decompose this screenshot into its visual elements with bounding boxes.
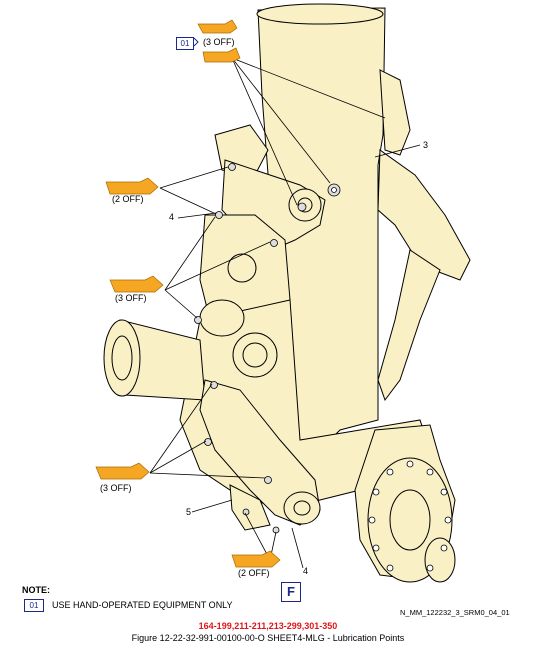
reference-code: N_MM_122232_3_SRM0_04_01 xyxy=(400,608,510,617)
wheel-hub xyxy=(424,537,456,583)
side-web-hole xyxy=(227,253,257,283)
off-2-upper-label: (2 OFF) xyxy=(112,194,144,204)
note-title: NOTE: xyxy=(22,585,50,595)
tag-01-callout: 01 xyxy=(176,37,194,50)
off-3-top-label: (3 OFF) xyxy=(203,37,235,47)
grease-gun-icon-top-b xyxy=(202,47,241,63)
item-4-lower-label: 4 xyxy=(303,566,309,576)
tag-arrow-icon xyxy=(193,37,199,47)
item-4-upper-label: 4 xyxy=(169,212,175,222)
torque-arm-right xyxy=(377,149,471,281)
cylinder-top-rim xyxy=(256,3,384,25)
frame-letter: F xyxy=(281,582,301,602)
off-3-middle-label: (3 OFF) xyxy=(115,293,147,303)
note-text: USE HAND-OPERATED EQUIPMENT ONLY xyxy=(52,600,233,610)
lower-torque-link xyxy=(199,379,321,526)
grease-gun-icon-bottom xyxy=(231,550,281,568)
upper-side-bracket xyxy=(379,69,411,156)
figure-caption: Figure 12-22-32-991-00100-00-O SHEET4-ML… xyxy=(131,633,405,643)
note-tag: 01 xyxy=(24,599,44,612)
off-2-bottom-label: (2 OFF) xyxy=(238,568,270,578)
lower-bracket xyxy=(229,484,271,531)
grease-gun-icon-lower xyxy=(95,462,150,480)
grease-gun-icon-middle xyxy=(109,275,164,293)
effectivity-range: 164-199,211-211,213-299,301-350 xyxy=(198,621,338,631)
center-boss xyxy=(199,299,245,337)
grease-gun-icon-top-a xyxy=(197,19,238,34)
grease-gun-icon-upper xyxy=(105,177,159,195)
landing-gear-drawing xyxy=(95,3,471,583)
item-3-label: 3 xyxy=(423,140,429,150)
off-3-lower-label: (3 OFF) xyxy=(100,483,132,493)
drag-strut-right xyxy=(377,249,441,402)
item-5-label: 5 xyxy=(186,507,192,517)
